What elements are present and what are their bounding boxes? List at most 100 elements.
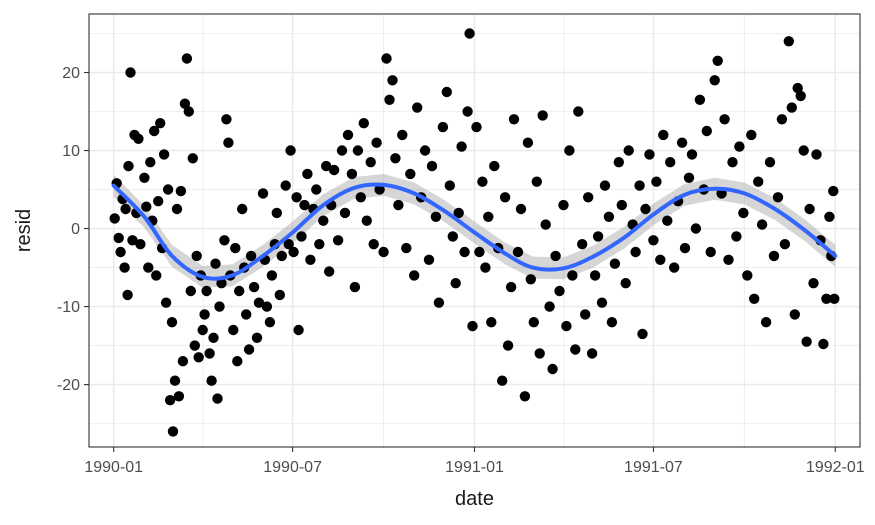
- data-point: [274, 289, 285, 301]
- smooth-line-layer: [111, 182, 838, 281]
- data-point: [798, 145, 809, 156]
- data-point: [486, 317, 497, 328]
- data-point: [187, 153, 198, 164]
- data-point: [212, 393, 223, 404]
- data-point: [829, 293, 840, 304]
- data-point: [508, 114, 520, 125]
- data-point: [371, 137, 382, 148]
- data-point: [314, 239, 325, 250]
- data-point: [169, 375, 181, 386]
- data-point: [201, 285, 212, 297]
- data-point: [789, 309, 800, 320]
- data-point: [288, 246, 299, 258]
- data-point: [149, 125, 160, 137]
- data-point: [177, 356, 189, 367]
- data-point: [336, 145, 348, 156]
- data-point: [243, 344, 255, 355]
- data-point: [746, 129, 757, 141]
- data-point: [441, 86, 452, 98]
- data-point: [397, 129, 408, 141]
- data-point: [522, 137, 534, 148]
- data-point: [264, 317, 276, 328]
- x-tick-label: 1990-07: [263, 459, 322, 476]
- data-point: [655, 254, 666, 265]
- data-point: [662, 215, 673, 226]
- data-point: [731, 231, 742, 242]
- data-point: [167, 426, 179, 437]
- data-point: [358, 118, 369, 129]
- x-axis-title: date: [455, 488, 494, 510]
- data-point: [705, 246, 716, 258]
- data-point: [339, 207, 351, 219]
- data-point: [444, 180, 455, 191]
- data-point: [127, 235, 138, 246]
- x-tick-label: 1992-01: [806, 459, 865, 476]
- data-point: [141, 201, 152, 212]
- data-point: [768, 250, 780, 262]
- data-point: [433, 297, 445, 308]
- data-point: [181, 53, 193, 64]
- data-point: [824, 211, 835, 222]
- data-point: [786, 102, 797, 113]
- data-point: [349, 281, 361, 293]
- data-point: [230, 242, 241, 254]
- data-point: [179, 98, 191, 109]
- data-point: [342, 129, 354, 141]
- data-point: [302, 168, 313, 180]
- data-point: [764, 157, 776, 168]
- data-point: [540, 219, 551, 230]
- smooth-line: [111, 182, 838, 281]
- data-point: [580, 309, 591, 320]
- data-point: [191, 250, 202, 262]
- data-point: [189, 340, 200, 351]
- y-tick-label: 10: [62, 143, 80, 160]
- data-point: [384, 94, 395, 106]
- data-point: [821, 293, 832, 304]
- data-point: [447, 231, 458, 242]
- data-point: [324, 266, 335, 277]
- data-point: [753, 176, 764, 187]
- data-point: [634, 180, 645, 191]
- data-point: [811, 149, 822, 160]
- data-point: [162, 184, 174, 195]
- data-point: [426, 160, 438, 172]
- data-point: [683, 172, 695, 183]
- data-point: [467, 320, 478, 332]
- data-point: [776, 114, 788, 125]
- data-point: [133, 133, 144, 144]
- data-point: [519, 391, 531, 402]
- data-point: [719, 114, 730, 125]
- data-point: [155, 118, 166, 129]
- data-point: [456, 141, 467, 152]
- data-point: [115, 246, 126, 258]
- data-point: [606, 317, 618, 328]
- data-point: [686, 149, 698, 160]
- data-point: [185, 285, 196, 297]
- x-tick-label: 1991-07: [624, 459, 683, 476]
- data-point: [237, 203, 248, 215]
- data-point: [387, 75, 398, 86]
- data-point: [477, 176, 488, 187]
- data-point: [623, 145, 634, 156]
- data-point: [528, 317, 539, 328]
- data-point: [299, 199, 310, 211]
- data-point: [727, 157, 738, 168]
- data-point: [742, 270, 753, 281]
- data-point: [143, 262, 154, 273]
- data-point: [216, 278, 227, 289]
- data-point: [430, 211, 442, 222]
- data-point: [547, 363, 558, 375]
- data-point: [630, 246, 641, 258]
- data-point: [113, 232, 124, 244]
- data-point: [620, 278, 631, 289]
- data-point: [283, 239, 294, 250]
- data-point: [589, 270, 601, 281]
- data-point: [251, 332, 263, 343]
- data-point: [679, 242, 691, 254]
- data-point: [135, 239, 146, 250]
- data-point: [804, 203, 815, 215]
- data-point: [586, 348, 598, 359]
- data-point: [723, 254, 734, 265]
